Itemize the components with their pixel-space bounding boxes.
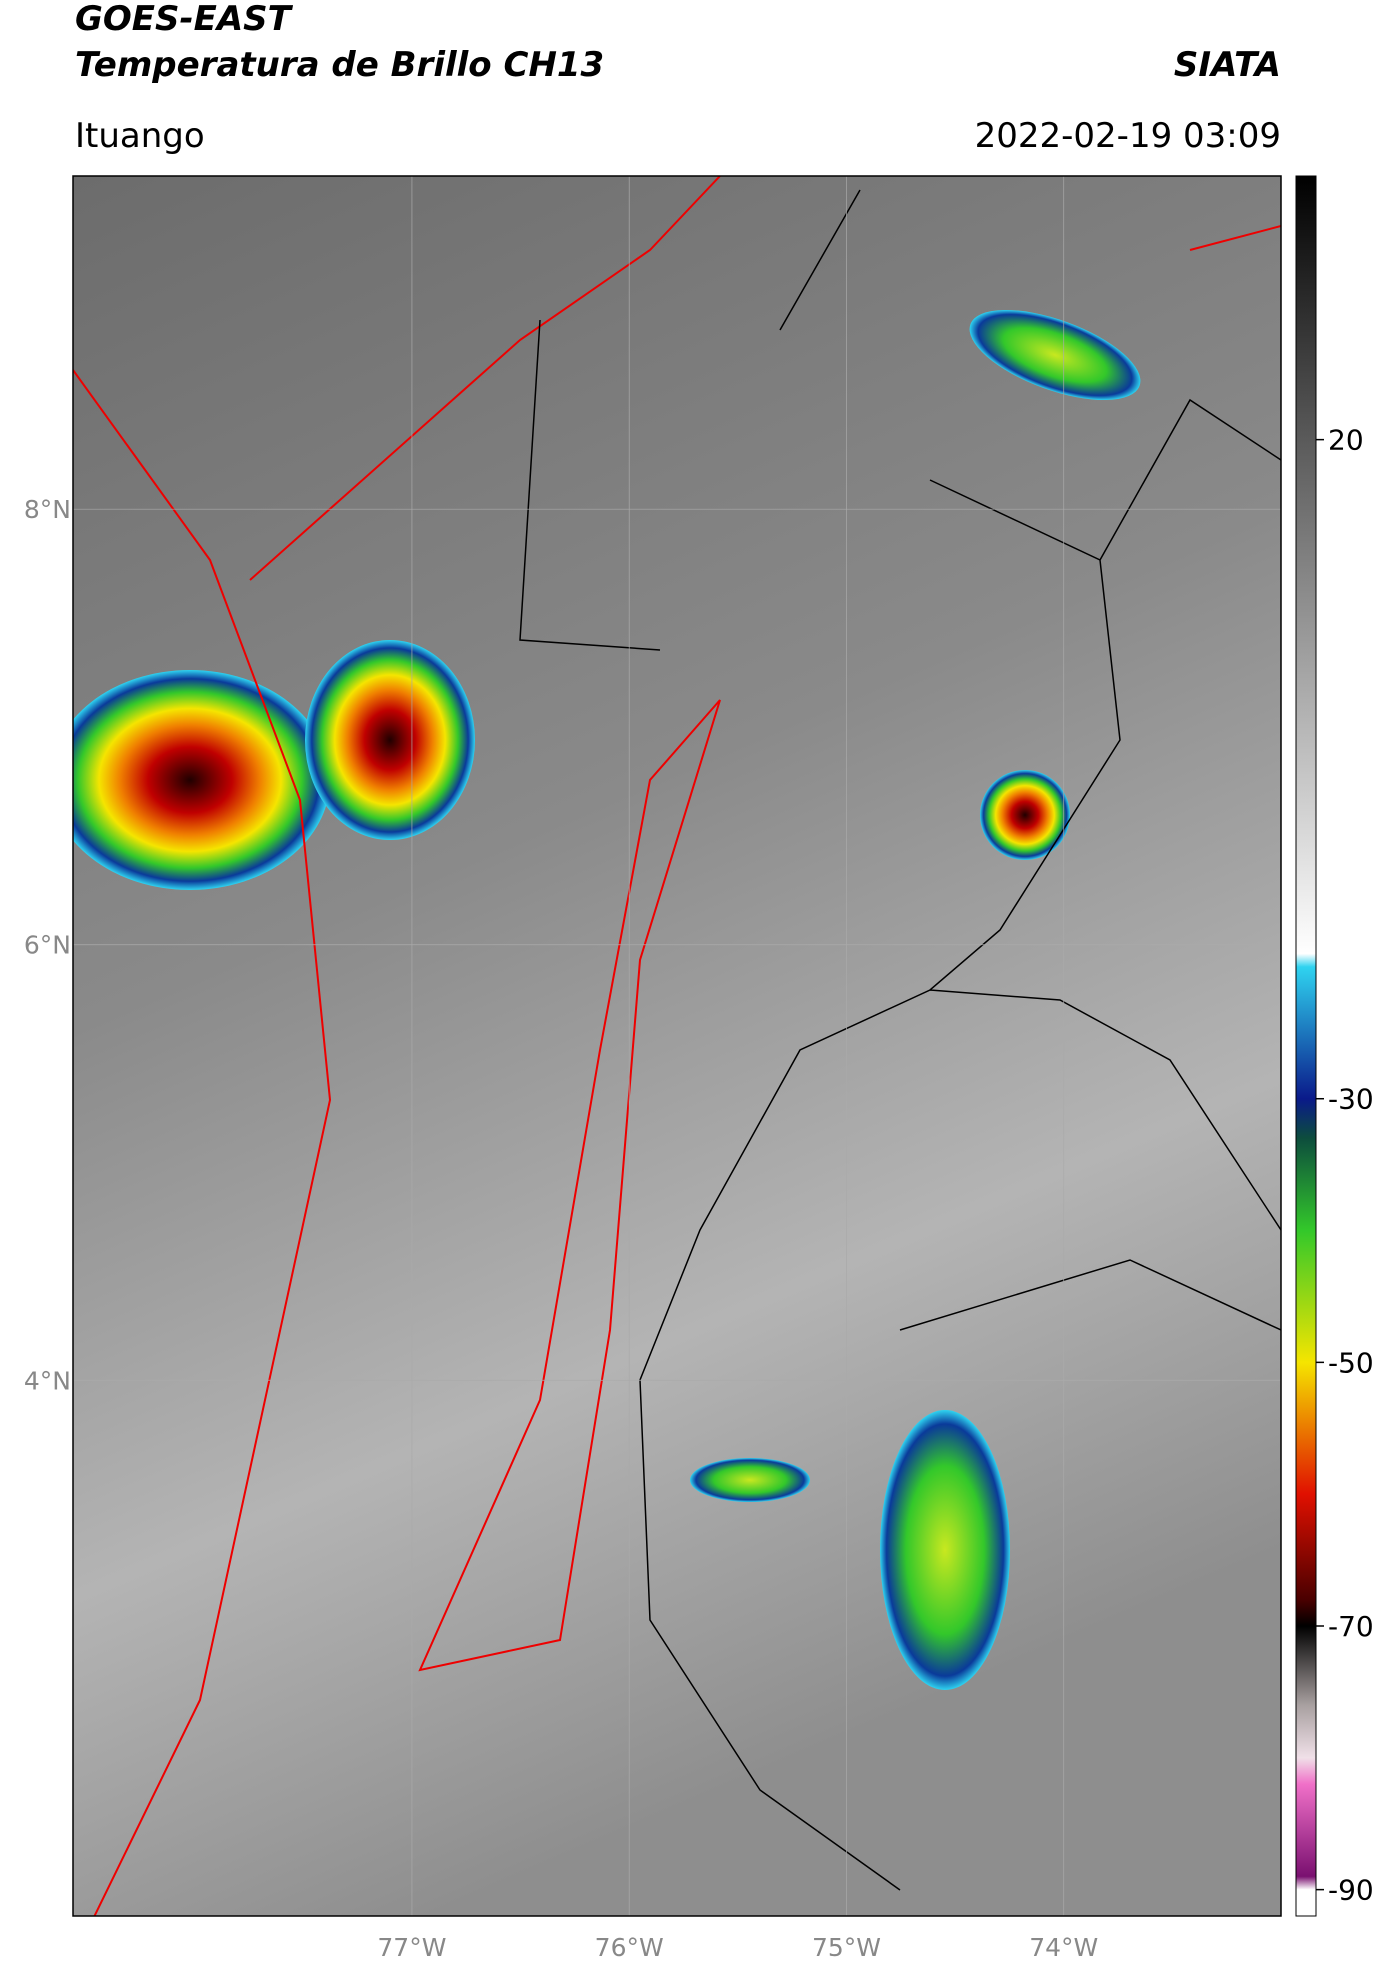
colorbar-tick-label: -30 [1328,1083,1374,1116]
colorbar-tick-label: -50 [1328,1346,1374,1379]
colorbar-tick-label: -90 [1328,1874,1374,1907]
x-tick-label: 74°W [1029,1933,1098,1962]
x-tick-label: 75°W [812,1933,881,1962]
colorbar-tick-label: 20 [1328,424,1364,457]
y-tick-label: 6°N [24,931,71,960]
region: Ituango [75,116,205,156]
map-image [73,176,1281,1916]
title: GOES-EAST [75,0,294,39]
source: SIATA [1174,45,1281,85]
y-tick-label: 8°N [24,495,71,524]
x-tick-label: 76°W [595,1933,664,1962]
x-tick-label: 77°W [377,1933,446,1962]
datetime: 2022-02-19 03:09 [975,116,1281,156]
map-frame [72,175,1282,1917]
colorbar-tick-label: -70 [1328,1610,1374,1643]
y-tick-label: 4°N [24,1366,71,1395]
colorbar [1295,175,1317,1917]
subtitle: Temperatura de Brillo CH13 [75,45,604,85]
